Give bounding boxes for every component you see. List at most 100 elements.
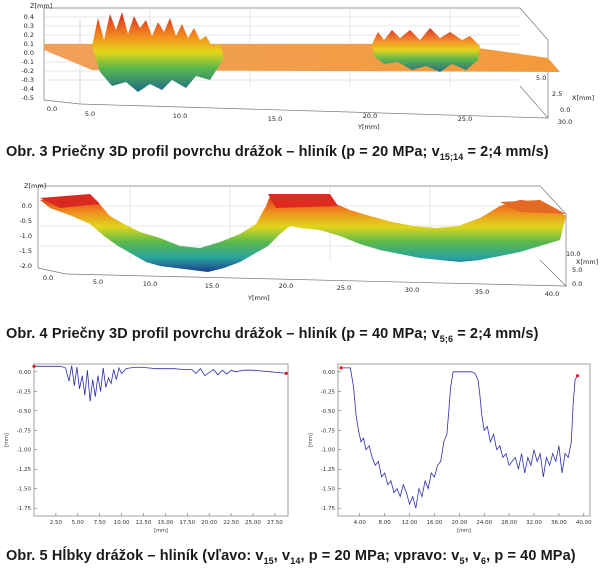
x-tick-label: 16.00: [427, 520, 443, 526]
fig3-z-tick: 0.4: [24, 13, 34, 21]
x-tick-label: 5.00: [72, 520, 85, 526]
fig3-z-tick: -0.3: [21, 76, 34, 84]
fig3-y-tick: 30.0: [558, 118, 572, 126]
fig5-caption-c: , p = 20 MPa; vpravo: v: [300, 548, 460, 564]
fig4-x-label: X[mm]: [576, 258, 598, 266]
y-axis-label: [mm]: [4, 433, 10, 447]
depth-profile-line: [341, 367, 578, 509]
fig5-caption-s1: 15: [263, 555, 274, 566]
fig4-y-tick: 20.0: [279, 282, 293, 290]
y-tick-label: -0.50: [321, 409, 336, 415]
y-tick-label: -0.50: [17, 409, 32, 415]
fig4-y-tick: 40.0: [545, 290, 559, 298]
y-tick-label: -0.25: [17, 389, 32, 395]
fig3-z-tick: 0.3: [24, 22, 34, 30]
x-tick-label: 2.50: [50, 520, 63, 526]
y-tick-label: -0.75: [17, 428, 32, 434]
y-tick-label: -1.25: [321, 467, 336, 473]
fig4-frame-front-bottom: [65, 273, 567, 287]
fig4-x-tick: 10.0: [566, 250, 580, 258]
fig3-z-tick: -0.4: [21, 85, 34, 93]
fig4-top-left: [40, 194, 100, 208]
x-tick-label: 36.00: [551, 520, 567, 526]
fig5-right-depth-chart: 0.00 -0.25 -0.50 -0.75 -1.00 -1.25 -1.50 -1.75 4…: [308, 363, 592, 534]
fig3-z-tick: 0.1: [24, 40, 34, 48]
fig4-z-tick: -2.0: [19, 262, 32, 270]
fig4-y-tick: 15.0: [205, 282, 219, 290]
y-tick-label: -0.25: [321, 389, 336, 395]
fig4-caption-sub: 5;6: [439, 333, 454, 344]
fig3-y-ticks: 0.0 5.0 10.0 15.0 20.0 25.0 30.0: [47, 105, 572, 126]
fig5-caption: Obr. 5 Hĺbky drážok – hliník (vľavo: v15…: [6, 548, 576, 566]
fig3-frame-front-bottom: [79, 103, 549, 119]
x-tick-label: 24.00: [476, 520, 492, 526]
fig3-x-tick: 2.5: [552, 90, 562, 98]
fig4-frame-bottom: [37, 267, 67, 275]
x-tick-label: 7.50: [94, 520, 107, 526]
fig5-caption-s3: 5: [459, 555, 465, 566]
y-tick-label: -1.75: [17, 506, 32, 512]
fig4-y-tick: 35.0: [475, 288, 489, 296]
fig3-z-tick: -0.1: [21, 58, 34, 66]
x-axis-label: [mm]: [154, 528, 168, 534]
fig4-z-label: Z[mm]: [24, 182, 46, 190]
x-tick-label: 12.50: [136, 520, 152, 526]
start-marker: [339, 366, 343, 370]
fig3-y-tick: 15.0: [268, 115, 282, 123]
fig5-caption-b: , v: [273, 548, 291, 564]
x-tick-label: 20.00: [451, 520, 467, 526]
fig4-top-right: [500, 200, 566, 214]
fig3-caption: Obr. 3 Priečny 3D profil povrchu drážok …: [6, 144, 549, 162]
fig3-z-tick: -0.5: [21, 94, 34, 102]
fig5-caption-a: Obr. 5 Hĺbky drážok – hliník (vľavo: v: [6, 548, 264, 564]
x-axis-label: [mm]: [457, 528, 471, 534]
fig3-x-label: X[mm]: [572, 94, 594, 102]
fig3-x-tick: 5.0: [536, 74, 546, 82]
start-marker: [32, 364, 36, 368]
y-tick-label: -0.75: [321, 428, 336, 434]
x-tick-label: 32.00: [526, 520, 542, 526]
fig3-3d-surface: Z[mm] 0.4 0.3 0.2 0.1 0.0 -0.1 -0.2 -0.3…: [21, 2, 594, 131]
y-tick-label: -1.25: [17, 467, 32, 473]
fig4-surface-body: [40, 194, 566, 272]
fig4-x-tick: 0.0: [572, 280, 582, 288]
y-tick-label: -1.00: [321, 448, 336, 454]
y-tick-label: -1.75: [321, 506, 336, 512]
fig5-caption-d: , v: [464, 548, 482, 564]
fig3-y-tick: 20.0: [363, 112, 377, 120]
x-tick-label: 12.00: [402, 520, 418, 526]
fig3-groove-1: [92, 12, 224, 92]
fig5-left-depth-chart: 0.00 -0.25 -0.50 -0.75 -1.00 -1.25 -1.50 -1.75 2…: [4, 363, 289, 534]
fig3-z-tick: 0.0: [24, 49, 34, 57]
fig3-z-tick: 0.2: [24, 31, 34, 39]
fig5-caption-e: , p = 40 MPa): [486, 548, 576, 564]
end-marker: [575, 374, 580, 378]
fig5-caption-s4: 6: [481, 555, 487, 566]
fig4-y-tick: 25.0: [337, 284, 351, 292]
x-tick-label: 25.00: [245, 520, 261, 526]
x-tick-label: 22.50: [223, 520, 239, 526]
fig3-x-ticks: 0.0 2.5 5.0: [536, 74, 570, 114]
x-tick-label: 4.00: [354, 520, 367, 526]
fig3-caption-sub: 15;14: [439, 151, 464, 162]
fig3-y-tick: 25.0: [458, 115, 472, 123]
fig3-y-tick: 5.0: [85, 110, 95, 118]
x-tick-label: 15.00: [158, 520, 174, 526]
y-tick-label: -1.00: [17, 448, 32, 454]
x-tick-label: 20.00: [201, 520, 217, 526]
depth-profile-line: [34, 365, 287, 402]
fig3-y-tick: 0.0: [47, 105, 57, 113]
x-tick-label: 27.50: [267, 520, 283, 526]
y-tick-label: 0.00: [19, 370, 32, 376]
x-tick-label: 28.00: [501, 520, 517, 526]
fig4-y-tick: 10.0: [143, 280, 157, 288]
fig3-z-tick: -0.2: [21, 67, 34, 75]
fig3-y-tick: 10.0: [173, 112, 187, 120]
fig3-z-label: Z[mm]: [30, 2, 52, 10]
fig3-x-tick: 0.0: [560, 106, 570, 114]
fig4-caption-text: Obr. 4 Priečny 3D profil povrchu drážok …: [6, 326, 440, 342]
y-tick-label: 0.00: [323, 370, 336, 376]
fig4-caption-suffix: = 2;4 mm/s): [453, 326, 539, 342]
fig3-y-label: Y[mm]: [357, 123, 380, 131]
fig4-caption: Obr. 4 Priečny 3D profil povrchu drážok …: [6, 326, 539, 344]
